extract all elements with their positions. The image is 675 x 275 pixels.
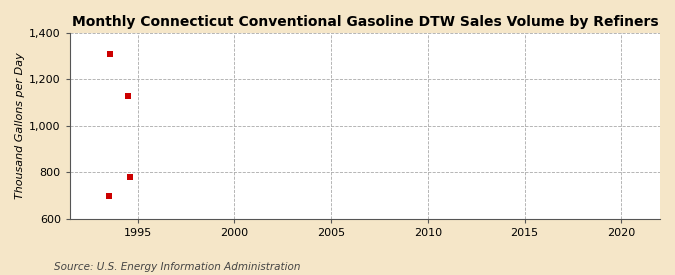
Y-axis label: Thousand Gallons per Day: Thousand Gallons per Day [15, 53, 25, 199]
Text: Source: U.S. Energy Information Administration: Source: U.S. Energy Information Administ… [54, 262, 300, 272]
Title: Monthly Connecticut Conventional Gasoline DTW Sales Volume by Refiners: Monthly Connecticut Conventional Gasolin… [72, 15, 658, 29]
